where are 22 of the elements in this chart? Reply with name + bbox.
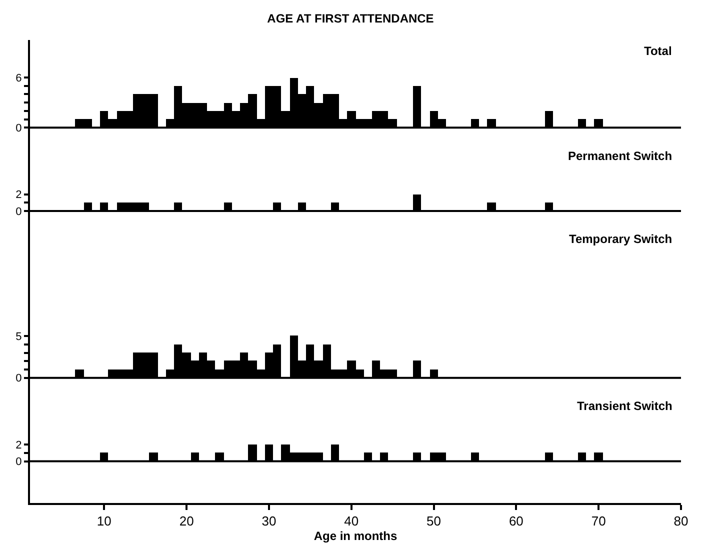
y-tick-label: 5 — [16, 331, 22, 344]
y-tick-label: 0 — [16, 372, 22, 385]
y-tick-label: 2 — [16, 439, 22, 452]
chart-title: AGE AT FIRST ATTENDANCE — [267, 11, 434, 26]
y-tick-label: 2 — [16, 189, 22, 202]
y-tick-label: 0 — [16, 456, 22, 468]
chart-subtitle: Total — [644, 44, 672, 58]
x-tick-label: 20 — [179, 514, 194, 529]
chart-subtitle: Temporary Switch — [569, 232, 672, 246]
x-tick-label: 30 — [262, 514, 276, 529]
x-tick-label: 40 — [344, 514, 359, 529]
chart-subtitle: Permanent Switch — [568, 149, 672, 163]
x-tick-label: 50 — [426, 514, 442, 529]
x-axis-title: Age in months — [314, 529, 398, 543]
x-tick-label: 10 — [96, 514, 112, 529]
y-tick-label: 6 — [16, 72, 22, 84]
x-tick-label: 60 — [508, 514, 524, 529]
x-tick-label: 70 — [591, 514, 606, 529]
x-tick-label: 80 — [674, 514, 688, 529]
y-tick-label: 0 — [16, 122, 22, 134]
chart-subtitle: Transient Switch — [577, 399, 672, 413]
y-tick-label: 0 — [16, 206, 22, 218]
